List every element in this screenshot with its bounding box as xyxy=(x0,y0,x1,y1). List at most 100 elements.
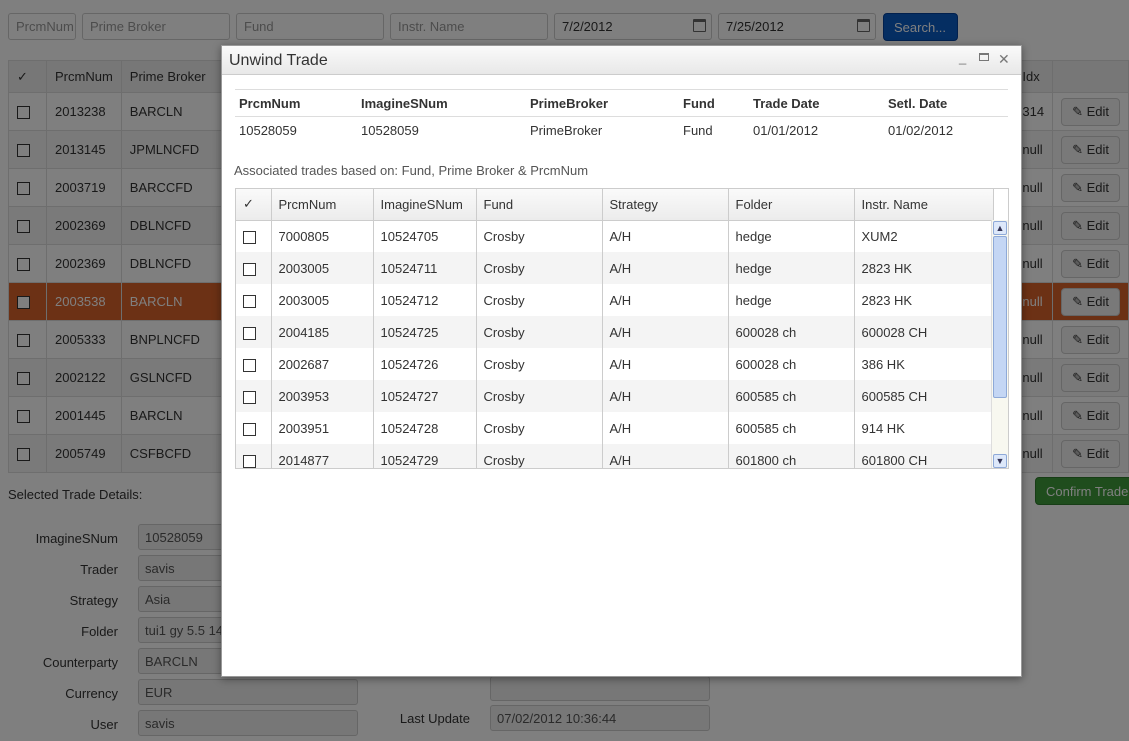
grid-row-checkbox[interactable] xyxy=(243,326,256,340)
info-header: PrcmNum xyxy=(235,89,357,117)
info-header: Fund xyxy=(679,89,749,117)
strategy-cell: A/H xyxy=(602,348,729,380)
prcmnum-cell: 2014877 xyxy=(271,444,374,468)
prcmnum-cell: 2004185 xyxy=(271,316,374,348)
grid-row[interactable]: 7000805 10524705 Crosby A/H hedge XUM2 xyxy=(236,220,994,252)
grid-header[interactable]: PrcmNum xyxy=(271,189,374,221)
instr-name-cell: 2823 HK xyxy=(854,252,994,284)
prcmnum-cell: 2002687 xyxy=(271,348,374,380)
grid-checkbox-cell[interactable] xyxy=(236,380,272,412)
strategy-cell: A/H xyxy=(602,444,729,468)
trade-info-table: PrcmNum ImagineSNum PrimeBroker Fund Trade D… xyxy=(235,89,1008,144)
strategy-cell: A/H xyxy=(602,380,729,412)
grid-row[interactable]: 2003953 10524727 Crosby A/H 600585 ch 600585 … xyxy=(236,380,994,412)
dialog-title: Unwind Trade xyxy=(229,52,328,69)
grid-checkbox-cell[interactable] xyxy=(236,220,272,252)
grid-check-header: ✓ xyxy=(236,189,272,221)
maximize-icon[interactable] xyxy=(979,53,989,61)
folder-cell: 600585 ch xyxy=(728,412,855,444)
info-value: 01/02/2012 xyxy=(884,116,1008,144)
imaginesnum-cell: 10524712 xyxy=(373,284,477,316)
close-icon[interactable]: ✕ xyxy=(998,51,1010,67)
scroll-down-icon[interactable]: ▼ xyxy=(993,454,1007,468)
strategy-cell: A/H xyxy=(602,316,729,348)
info-value: PrimeBroker xyxy=(526,116,679,144)
grid-row-checkbox[interactable] xyxy=(243,262,256,276)
instr-name-cell: XUM2 xyxy=(854,220,994,252)
imaginesnum-cell: 10524729 xyxy=(373,444,477,468)
scrollbar-thumb[interactable] xyxy=(993,236,1007,398)
fund-cell: Crosby xyxy=(476,252,603,284)
fund-cell: Crosby xyxy=(476,220,603,252)
folder-cell: 600028 ch xyxy=(728,348,855,380)
folder-cell: 600585 ch xyxy=(728,380,855,412)
strategy-cell: A/H xyxy=(602,412,729,444)
grid-checkbox-cell[interactable] xyxy=(236,284,272,316)
grid-row-checkbox[interactable] xyxy=(243,454,256,468)
unwind-trade-dialog: Unwind Trade _ ✕ PrcmNum ImagineSNum Prime… xyxy=(221,45,1022,677)
grid-row[interactable]: 2002687 10524726 Crosby A/H 600028 ch 386 HK xyxy=(236,348,994,380)
grid-header[interactable]: ImagineSNum xyxy=(373,189,477,221)
prcmnum-cell: 7000805 xyxy=(271,220,374,252)
grid-checkbox-cell[interactable] xyxy=(236,252,272,284)
info-header: Trade Date xyxy=(749,89,884,117)
grid-row-checkbox[interactable] xyxy=(243,422,256,436)
instr-name-cell: 914 HK xyxy=(854,412,994,444)
grid-header[interactable]: Strategy xyxy=(602,189,729,221)
instr-name-cell: 600585 CH xyxy=(854,380,994,412)
grid-row-checkbox[interactable] xyxy=(243,358,256,372)
info-header: ImagineSNum xyxy=(357,89,526,117)
imaginesnum-cell: 10524725 xyxy=(373,316,477,348)
grid-row-checkbox[interactable] xyxy=(243,230,256,244)
grid-header[interactable]: Folder xyxy=(728,189,855,221)
grid-row-checkbox[interactable] xyxy=(243,294,256,308)
associated-trades-grid: ✓ PrcmNum ImagineSNum Fund Strategy Folder Ins… xyxy=(235,188,1009,469)
grid-scrollbar[interactable]: ▲ ▼ xyxy=(991,220,1008,468)
instr-name-cell: 600028 CH xyxy=(854,316,994,348)
imaginesnum-cell: 10524727 xyxy=(373,380,477,412)
fund-cell: Crosby xyxy=(476,412,603,444)
imaginesnum-cell: 10524728 xyxy=(373,412,477,444)
fund-cell: Crosby xyxy=(476,284,603,316)
strategy-cell: A/H xyxy=(602,220,729,252)
imaginesnum-cell: 10524711 xyxy=(373,252,477,284)
folder-cell: hedge xyxy=(728,220,855,252)
strategy-cell: A/H xyxy=(602,284,729,316)
dialog-titlebar[interactable]: Unwind Trade xyxy=(222,46,1021,75)
grid-row[interactable]: 2003005 10524712 Crosby A/H hedge 2823 HK xyxy=(236,284,994,316)
grid-row-checkbox[interactable] xyxy=(243,390,256,404)
folder-cell: hedge xyxy=(728,252,855,284)
associated-trades-text: Associated trades based on: Fund, Prime … xyxy=(234,163,589,178)
prcmnum-cell: 2003005 xyxy=(271,284,374,316)
folder-cell: 601800 ch xyxy=(728,444,855,468)
strategy-cell: A/H xyxy=(602,252,729,284)
grid-checkbox-cell[interactable] xyxy=(236,412,272,444)
instr-name-cell: 601800 CH xyxy=(854,444,994,468)
grid-row[interactable]: 2004185 10524725 Crosby A/H 600028 ch 600028 … xyxy=(236,316,994,348)
grid-row[interactable]: 2014877 10524729 Crosby A/H 601800 ch 601800 … xyxy=(236,444,994,468)
info-value: 10528059 xyxy=(235,116,357,144)
info-header: Setl. Date xyxy=(884,89,1008,117)
minimize-icon[interactable]: _ xyxy=(959,50,967,65)
grid-checkbox-cell[interactable] xyxy=(236,444,272,468)
instr-name-cell: 2823 HK xyxy=(854,284,994,316)
fund-cell: Crosby xyxy=(476,348,603,380)
grid-checkbox-cell[interactable] xyxy=(236,348,272,380)
scroll-up-icon[interactable]: ▲ xyxy=(993,221,1007,235)
instr-name-cell: 386 HK xyxy=(854,348,994,380)
grid-header[interactable]: Fund xyxy=(476,189,603,221)
imaginesnum-cell: 10524726 xyxy=(373,348,477,380)
prcmnum-cell: 2003951 xyxy=(271,412,374,444)
grid-header[interactable]: Instr. Name xyxy=(854,189,994,221)
folder-cell: hedge xyxy=(728,284,855,316)
info-value: 10528059 xyxy=(357,116,526,144)
grid-checkbox-cell[interactable] xyxy=(236,316,272,348)
grid-row[interactable]: 2003951 10524728 Crosby A/H 600585 ch 914 HK xyxy=(236,412,994,444)
fund-cell: Crosby xyxy=(476,444,603,468)
info-value: 01/01/2012 xyxy=(749,116,884,144)
fund-cell: Crosby xyxy=(476,380,603,412)
imaginesnum-cell: 10524705 xyxy=(373,220,477,252)
prcmnum-cell: 2003005 xyxy=(271,252,374,284)
folder-cell: 600028 ch xyxy=(728,316,855,348)
grid-row[interactable]: 2003005 10524711 Crosby A/H hedge 2823 HK xyxy=(236,252,994,284)
